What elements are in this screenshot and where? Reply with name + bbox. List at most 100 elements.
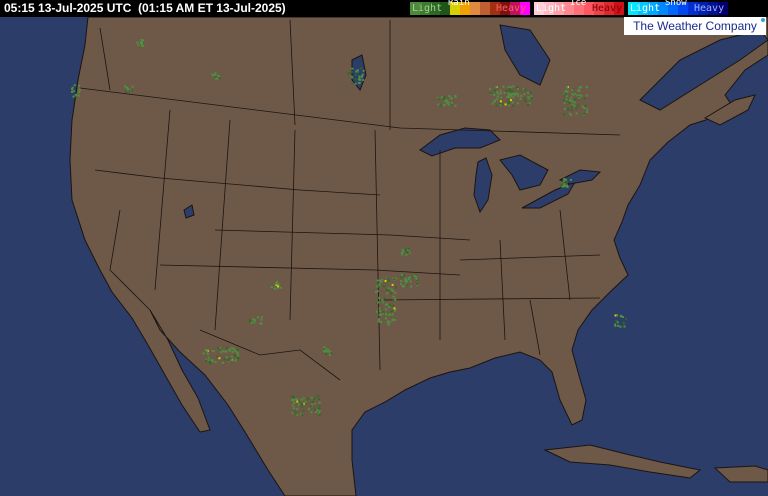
radar-echo [394, 277, 397, 280]
radar-echo [563, 94, 566, 97]
radar-echo [300, 413, 302, 416]
radar-echo [308, 408, 310, 411]
radar-echo [77, 94, 80, 97]
radar-echo [357, 71, 359, 74]
legend-swatch [718, 2, 728, 15]
radar-echo [388, 321, 391, 324]
radar-echo [498, 102, 501, 105]
radar-echo [501, 103, 504, 106]
radar-echo [410, 285, 413, 288]
legend-swatch [648, 2, 658, 15]
radar-echo [359, 67, 362, 70]
land-nova-scotia-pe [703, 94, 756, 126]
legend-snow-light: Light [630, 3, 661, 14]
legend-swatch [688, 2, 698, 15]
radar-echo [230, 355, 233, 358]
radar-echo [214, 361, 217, 364]
radar-echo [125, 86, 128, 89]
radar-echo [142, 44, 145, 47]
radar-echo [616, 314, 619, 316]
radar-echo [380, 280, 383, 283]
radar-echo [253, 319, 256, 322]
radar-echo [623, 325, 626, 328]
radar-echo [381, 298, 384, 301]
radar-echo [524, 88, 527, 91]
legend-swatch [658, 2, 668, 15]
radar-echo [387, 287, 390, 290]
radar-echo [72, 90, 75, 93]
radar-echo [71, 86, 74, 89]
radar-echo [351, 82, 354, 85]
land-cuba [543, 444, 702, 479]
radar-echo [324, 353, 327, 356]
radar-echo [385, 312, 388, 315]
legend-swatch [594, 2, 604, 15]
land-north-america [69, 16, 768, 496]
radar-echo [407, 249, 410, 252]
radar-echo [585, 86, 588, 89]
radar-echo [318, 407, 321, 410]
radar-echo [450, 97, 453, 100]
radar-echo [615, 319, 618, 322]
radar-echo [217, 75, 220, 77]
radar-echo [350, 75, 353, 78]
radar-echo [415, 275, 417, 278]
legend-snow-heavy: Heavy [694, 3, 725, 14]
radar-echo [509, 90, 512, 92]
legend-swatch [604, 2, 614, 15]
radar-echo [202, 352, 205, 355]
legend-swatch [420, 2, 430, 15]
radar-echo [496, 95, 499, 98]
radar-echo [379, 279, 382, 282]
radar-echo [583, 112, 586, 115]
radar-echo [528, 102, 531, 105]
legend-rain-heavy: Heavy [496, 3, 527, 14]
radar-echo [323, 350, 326, 353]
radar-echo [439, 104, 442, 107]
legend-snow-title: Snow [665, 0, 687, 8]
radar-echo [347, 72, 350, 75]
radar-echo [407, 247, 410, 250]
radar-echo [394, 291, 397, 294]
radar-echo [312, 401, 315, 403]
legend-swatch [534, 2, 544, 15]
radar-echo [233, 349, 236, 352]
radar-echo [416, 282, 418, 285]
radar-echo [563, 92, 566, 95]
legend-swatch [628, 2, 638, 15]
radar-echo [443, 104, 446, 107]
legend-swatch [490, 2, 500, 15]
radar-echo [509, 86, 512, 88]
radar-echo [355, 70, 358, 73]
radar-echo [219, 347, 222, 350]
radar-echo [530, 91, 532, 94]
radar-echo [253, 321, 256, 324]
radar-echo [578, 86, 581, 89]
radar-echo [400, 280, 403, 283]
radar-echo [493, 93, 496, 96]
great-salt-lake [183, 204, 195, 219]
radar-echo [445, 99, 448, 102]
radar-echo [257, 316, 259, 319]
radar-echo [350, 70, 353, 73]
radar-echo [379, 313, 381, 316]
radar-echo [386, 280, 388, 283]
radar-echo [221, 361, 224, 364]
radar-echo [360, 75, 363, 78]
radar-echo [446, 102, 449, 105]
radar-echo [223, 358, 226, 361]
radar-echo [209, 362, 212, 364]
radar-echo [232, 347, 235, 350]
radar-echo [570, 96, 573, 99]
radar-echo [574, 93, 577, 95]
radar-echo [570, 100, 573, 103]
radar-echo [260, 318, 263, 321]
radar-echo [392, 289, 395, 292]
radar-echo [564, 93, 567, 96]
radar-echo [454, 104, 457, 107]
radar-echo [564, 184, 567, 187]
radar-echo [509, 99, 512, 102]
radar-echo [568, 100, 571, 103]
radar-echo [401, 253, 404, 256]
